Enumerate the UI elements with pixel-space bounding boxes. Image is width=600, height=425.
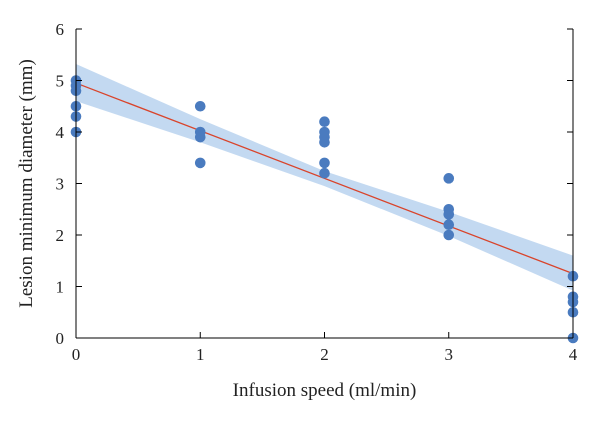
data-point xyxy=(319,116,330,127)
y-tick-label: 3 xyxy=(56,175,65,194)
data-point xyxy=(443,173,455,184)
x-tick-label: 3 xyxy=(445,345,454,364)
y-tick-label: 2 xyxy=(56,226,65,245)
y-axis-title: Lesion minimum diameter (mm) xyxy=(16,59,37,308)
x-axis-title: Infusion speed (ml/min) xyxy=(233,380,417,401)
x-tick-label: 0 xyxy=(72,345,81,364)
data-point xyxy=(194,131,206,143)
data-point xyxy=(319,157,330,169)
data-point xyxy=(194,157,206,169)
data-point xyxy=(194,100,206,112)
y-tick-label: 0 xyxy=(56,329,65,348)
y-tick-label: 4 xyxy=(56,123,65,142)
data-point xyxy=(319,137,330,148)
data-point xyxy=(319,167,330,179)
x-tick-label: 4 xyxy=(569,345,578,364)
x-tick-label: 2 xyxy=(320,345,329,364)
data-point xyxy=(443,219,455,230)
data-point xyxy=(443,209,455,220)
x-tick-label: 1 xyxy=(196,345,205,364)
y-tick-label: 1 xyxy=(56,278,65,297)
y-tick-label: 6 xyxy=(56,20,65,39)
y-tick-label: 5 xyxy=(56,72,65,91)
data-point xyxy=(443,229,455,241)
